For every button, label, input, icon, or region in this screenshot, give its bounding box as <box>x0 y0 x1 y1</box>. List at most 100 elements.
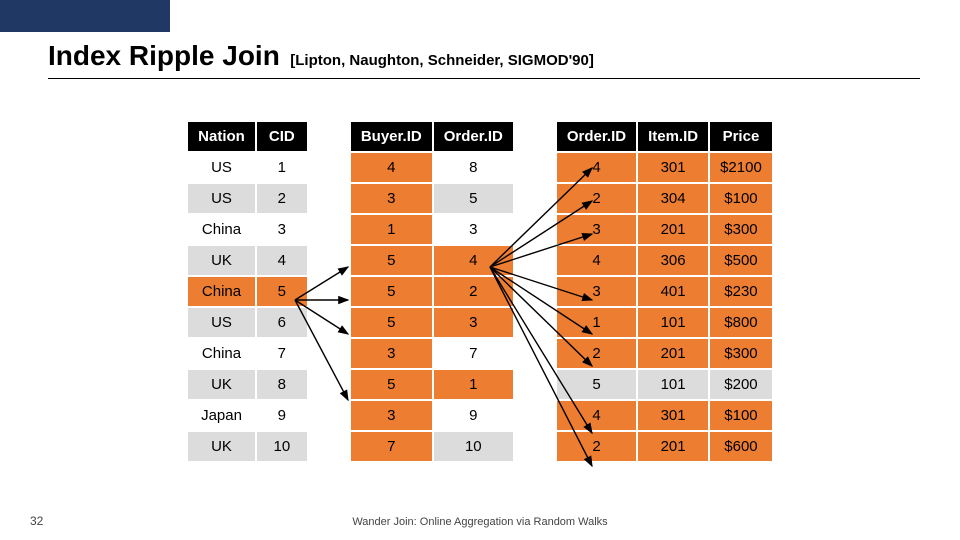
table-cell: 7 <box>434 339 513 368</box>
table-row: 51 <box>351 370 513 399</box>
table-cell: 401 <box>638 277 708 306</box>
table-cell: UK <box>188 246 255 275</box>
table-cell: 8 <box>434 153 513 182</box>
table-cell: $800 <box>710 308 772 337</box>
col-header: Item.ID <box>638 122 708 151</box>
table-cell: 10 <box>434 432 513 461</box>
col-header: CID <box>257 122 307 151</box>
slide-footer: Wander Join: Online Aggregation via Rand… <box>0 516 960 528</box>
table-cell: UK <box>188 432 255 461</box>
table-cell: $300 <box>710 215 772 244</box>
table-cell: US <box>188 153 255 182</box>
table-cell: UK <box>188 370 255 399</box>
table-cell: 301 <box>638 401 708 430</box>
slide-citation: [Lipton, Naughton, Schneider, SIGMOD'90] <box>290 52 594 69</box>
table-row: 37 <box>351 339 513 368</box>
table-cell: 5 <box>351 277 432 306</box>
table-cell: 5 <box>434 184 513 213</box>
table-cell: 201 <box>638 339 708 368</box>
table-cell: 1 <box>257 153 307 182</box>
table-cell: 5 <box>257 277 307 306</box>
col-header: Buyer.ID <box>351 122 432 151</box>
tables-container: NationCIDUS1US2China3UK4China5US6China7U… <box>0 120 960 463</box>
table-cell: 306 <box>638 246 708 275</box>
table-cell: 101 <box>638 308 708 337</box>
table-cell: 201 <box>638 215 708 244</box>
title-underline <box>48 78 920 79</box>
table-cell: 3 <box>557 277 636 306</box>
table-row: US6 <box>188 308 307 337</box>
table-row: 3401$230 <box>557 277 772 306</box>
col-header: Order.ID <box>434 122 513 151</box>
table-row: 2201$300 <box>557 339 772 368</box>
title-block: Index Ripple Join [Lipton, Naughton, Sch… <box>48 40 920 79</box>
table-cell: 4 <box>434 246 513 275</box>
table-cell: 5 <box>351 308 432 337</box>
table-row: 13 <box>351 215 513 244</box>
table-cell: $2100 <box>710 153 772 182</box>
table-cell: 1 <box>434 370 513 399</box>
table-cell: 3 <box>351 184 432 213</box>
table-row: US2 <box>188 184 307 213</box>
table-cell: 3 <box>434 308 513 337</box>
col-header: Price <box>710 122 772 151</box>
table-row: 4301$2100 <box>557 153 772 182</box>
table-cell: $300 <box>710 339 772 368</box>
table-cell: China <box>188 215 255 244</box>
table-cell: 3 <box>557 215 636 244</box>
table-cell: 4 <box>557 246 636 275</box>
table-cell: 8 <box>257 370 307 399</box>
table-row: 48 <box>351 153 513 182</box>
table-cell: US <box>188 184 255 213</box>
col-header: Nation <box>188 122 255 151</box>
table-row: UK10 <box>188 432 307 461</box>
table-cell: 9 <box>434 401 513 430</box>
table-row: Japan9 <box>188 401 307 430</box>
table-cell: 3 <box>257 215 307 244</box>
table-cell: 5 <box>351 246 432 275</box>
table-cell: $100 <box>710 401 772 430</box>
table-row: 2304$100 <box>557 184 772 213</box>
table-row: China3 <box>188 215 307 244</box>
table-cell: 1 <box>351 215 432 244</box>
table-nation: NationCIDUS1US2China3UK4China5US6China7U… <box>186 120 309 463</box>
table-row: 53 <box>351 308 513 337</box>
table-row: 2201$600 <box>557 432 772 461</box>
table-row: 39 <box>351 401 513 430</box>
table-buyer: Buyer.IDOrder.ID483513545253375139710 <box>349 120 515 463</box>
table-cell: 2 <box>557 339 636 368</box>
table-cell: 3 <box>351 401 432 430</box>
table-cell: 1 <box>557 308 636 337</box>
table-row: UK4 <box>188 246 307 275</box>
table-row: 1101$800 <box>557 308 772 337</box>
table-cell: 6 <box>257 308 307 337</box>
table-row: 3201$300 <box>557 215 772 244</box>
table-cell: $100 <box>710 184 772 213</box>
table-row: 4306$500 <box>557 246 772 275</box>
table-cell: $500 <box>710 246 772 275</box>
table-row: China5 <box>188 277 307 306</box>
table-cell: $600 <box>710 432 772 461</box>
table-row: 52 <box>351 277 513 306</box>
table-cell: China <box>188 339 255 368</box>
table-cell: 3 <box>351 339 432 368</box>
table-row: China7 <box>188 339 307 368</box>
table-cell: 4 <box>351 153 432 182</box>
table-cell: China <box>188 277 255 306</box>
table-order: Order.IDItem.IDPrice4301$21002304$100320… <box>555 120 774 463</box>
table-cell: $230 <box>710 277 772 306</box>
table-cell: 4 <box>557 401 636 430</box>
table-cell: US <box>188 308 255 337</box>
table-cell: 101 <box>638 370 708 399</box>
table-cell: 2 <box>434 277 513 306</box>
accent-bar <box>0 0 170 32</box>
table-cell: 4 <box>257 246 307 275</box>
table-cell: $200 <box>710 370 772 399</box>
table-cell: 2 <box>557 184 636 213</box>
table-cell: 2 <box>557 432 636 461</box>
table-cell: 10 <box>257 432 307 461</box>
table-cell: 4 <box>557 153 636 182</box>
table-cell: 5 <box>351 370 432 399</box>
table-cell: 3 <box>434 215 513 244</box>
table-cell: 301 <box>638 153 708 182</box>
